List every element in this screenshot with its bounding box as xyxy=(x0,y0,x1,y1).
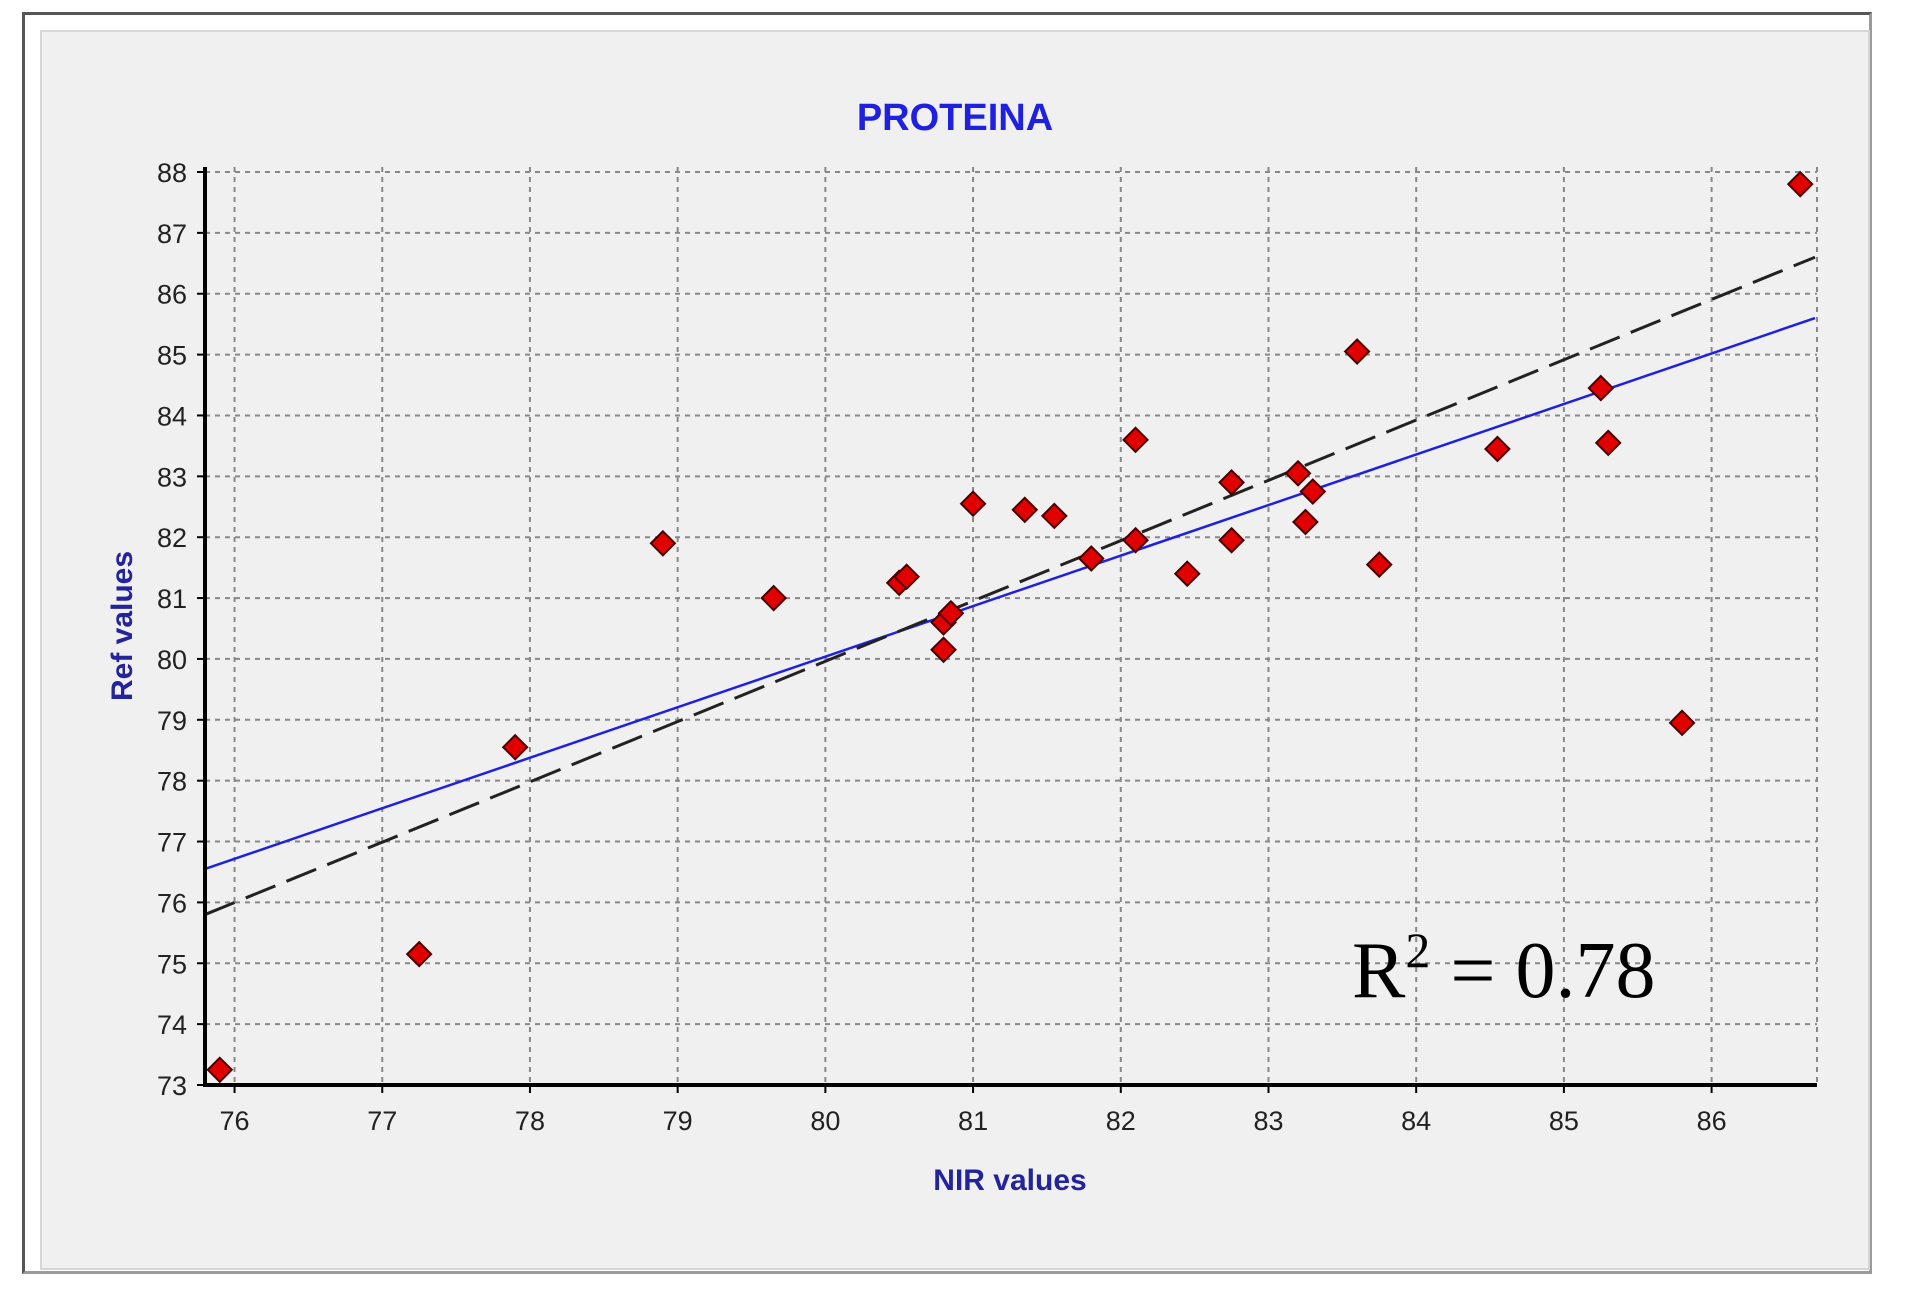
data-point-5 xyxy=(760,584,788,612)
data-point-15 xyxy=(1122,526,1149,554)
y-axis-title: Ref values xyxy=(106,551,139,701)
data-point-16 xyxy=(1122,426,1149,454)
data-point-1 xyxy=(206,1056,234,1084)
y-tick-label-85: 85 xyxy=(157,341,187,371)
data-point-25 xyxy=(1484,435,1511,463)
y-tick-label-84: 84 xyxy=(157,401,187,431)
x-axis-title: NIR values xyxy=(933,1164,1086,1197)
y-tick-label-88: 88 xyxy=(157,158,187,188)
y-tick-label-75: 75 xyxy=(157,949,187,979)
data-point-26 xyxy=(1587,374,1615,402)
r-squared-annotation: R2 = 0.78 xyxy=(1352,922,1655,1015)
y-tick-label-78: 78 xyxy=(157,767,187,797)
x-tick-label-86: 86 xyxy=(1697,1106,1727,1136)
x-tick-label-83: 83 xyxy=(1253,1106,1283,1136)
data-point-22 xyxy=(1299,478,1327,505)
y-tick-label-77: 77 xyxy=(157,828,187,858)
grid-layer xyxy=(205,167,1818,1085)
data-point-10 xyxy=(937,599,965,627)
y-tick-label-76: 76 xyxy=(157,888,187,918)
y-tick-label-83: 83 xyxy=(157,462,187,492)
chart-title: PROTEINA xyxy=(857,97,1053,139)
y-tick-label-73: 73 xyxy=(157,1071,187,1101)
y-tick-label-80: 80 xyxy=(157,645,187,675)
data-point-28 xyxy=(1668,709,1696,737)
data-point-20 xyxy=(1284,459,1312,487)
x-tick-label-78: 78 xyxy=(515,1106,545,1136)
x-tick-label-80: 80 xyxy=(810,1106,840,1136)
data-point-18 xyxy=(1218,526,1245,554)
x-tick-label-77: 77 xyxy=(367,1106,397,1136)
regression-lines xyxy=(204,255,1816,916)
x-tick-labels: 76 77 78 79 80 81 82 83 84 85 86 xyxy=(220,1085,1727,1136)
y-tick-label-81: 81 xyxy=(157,584,187,614)
x-tick-label-85: 85 xyxy=(1549,1106,1579,1136)
data-point-24 xyxy=(1365,551,1393,579)
data-point-21 xyxy=(1291,508,1319,536)
r-squared-base: R xyxy=(1352,927,1406,1015)
data-point-3 xyxy=(501,733,529,761)
data-point-23 xyxy=(1343,338,1371,365)
x-tick-label-82: 82 xyxy=(1106,1106,1136,1136)
axes xyxy=(203,167,1817,1087)
data-point-14 xyxy=(1077,545,1105,572)
data-points xyxy=(206,170,1814,1084)
data-point-19 xyxy=(1218,469,1245,496)
x-tick-label-76: 76 xyxy=(220,1106,250,1136)
y-tick-label-79: 79 xyxy=(157,706,187,736)
y-tick-label-86: 86 xyxy=(157,280,187,310)
y-tick-labels: 73 74 75 76 77 78 79 80 81 82 83 84 85 86 87 88 xyxy=(157,158,205,1101)
data-point-27 xyxy=(1594,429,1622,457)
x-tick-label-79: 79 xyxy=(663,1106,693,1136)
y-tick-label-87: 87 xyxy=(157,219,187,249)
data-point-13 xyxy=(1040,502,1068,530)
regression-line-solid xyxy=(204,316,1816,871)
x-tick-label-81: 81 xyxy=(958,1106,988,1136)
identity-line-dashed xyxy=(204,255,1816,916)
data-point-2 xyxy=(405,940,433,968)
data-point-4 xyxy=(649,529,677,557)
data-point-7 xyxy=(893,563,921,591)
r-squared-value: = 0.78 xyxy=(1430,927,1655,1015)
data-point-17 xyxy=(1173,560,1201,588)
y-tick-label-82: 82 xyxy=(157,523,187,553)
r-squared-superscript: 2 xyxy=(1405,922,1430,978)
data-point-29 xyxy=(1786,170,1814,198)
data-point-12 xyxy=(1011,496,1039,524)
x-tick-label-84: 84 xyxy=(1401,1106,1431,1136)
data-point-8 xyxy=(930,636,957,664)
data-point-11 xyxy=(959,490,987,518)
y-tick-label-74: 74 xyxy=(157,1010,187,1040)
